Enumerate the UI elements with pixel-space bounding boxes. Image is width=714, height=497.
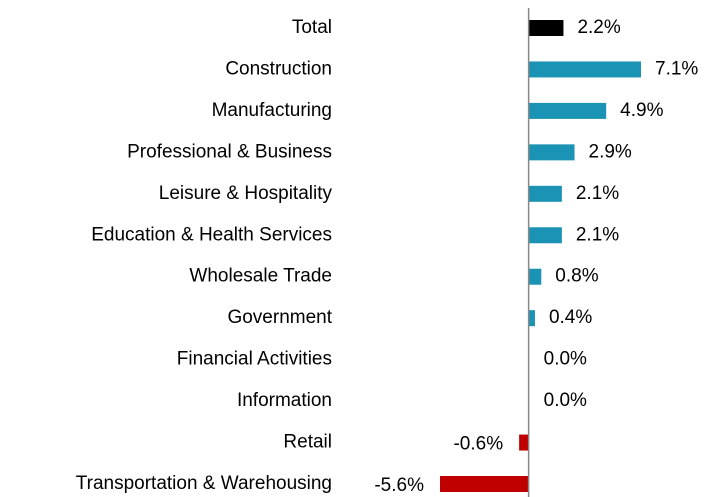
category-label: Information bbox=[237, 390, 332, 411]
value-label: 7.1% bbox=[655, 58, 698, 79]
category-label: Wholesale Trade bbox=[189, 266, 332, 287]
value-label: 0.0% bbox=[544, 349, 587, 370]
category-label: Manufacturing bbox=[212, 100, 332, 121]
category-label: Total bbox=[292, 17, 332, 38]
bar bbox=[528, 144, 575, 161]
bar bbox=[528, 102, 607, 119]
bar bbox=[528, 20, 564, 36]
value-label: 0.4% bbox=[549, 307, 592, 328]
value-label: 2.9% bbox=[589, 141, 632, 162]
category-label: Construction bbox=[225, 58, 332, 79]
bar bbox=[519, 434, 529, 451]
bar bbox=[528, 61, 641, 78]
value-label: 0.0% bbox=[544, 390, 587, 411]
bar bbox=[528, 227, 562, 244]
bar bbox=[440, 476, 529, 492]
value-label: 4.9% bbox=[620, 100, 663, 121]
category-label: Government bbox=[227, 307, 332, 328]
bar bbox=[528, 185, 562, 202]
bar bbox=[528, 310, 535, 327]
value-label: 2.1% bbox=[576, 183, 619, 204]
category-label: Financial Activities bbox=[177, 349, 332, 370]
value-label: 2.1% bbox=[576, 224, 619, 245]
value-label: 0.8% bbox=[555, 266, 598, 287]
bar bbox=[528, 268, 542, 285]
value-label: -0.6% bbox=[453, 434, 503, 455]
category-label: Education & Health Services bbox=[91, 224, 332, 245]
category-label: Leisure & Hospitality bbox=[159, 183, 333, 204]
category-label: Transportation & Warehousing bbox=[76, 473, 332, 494]
category-label: Retail bbox=[283, 432, 332, 453]
category-label: Professional & Business bbox=[127, 141, 332, 162]
value-label: 2.2% bbox=[577, 17, 620, 38]
value-label: -5.6% bbox=[374, 475, 424, 496]
